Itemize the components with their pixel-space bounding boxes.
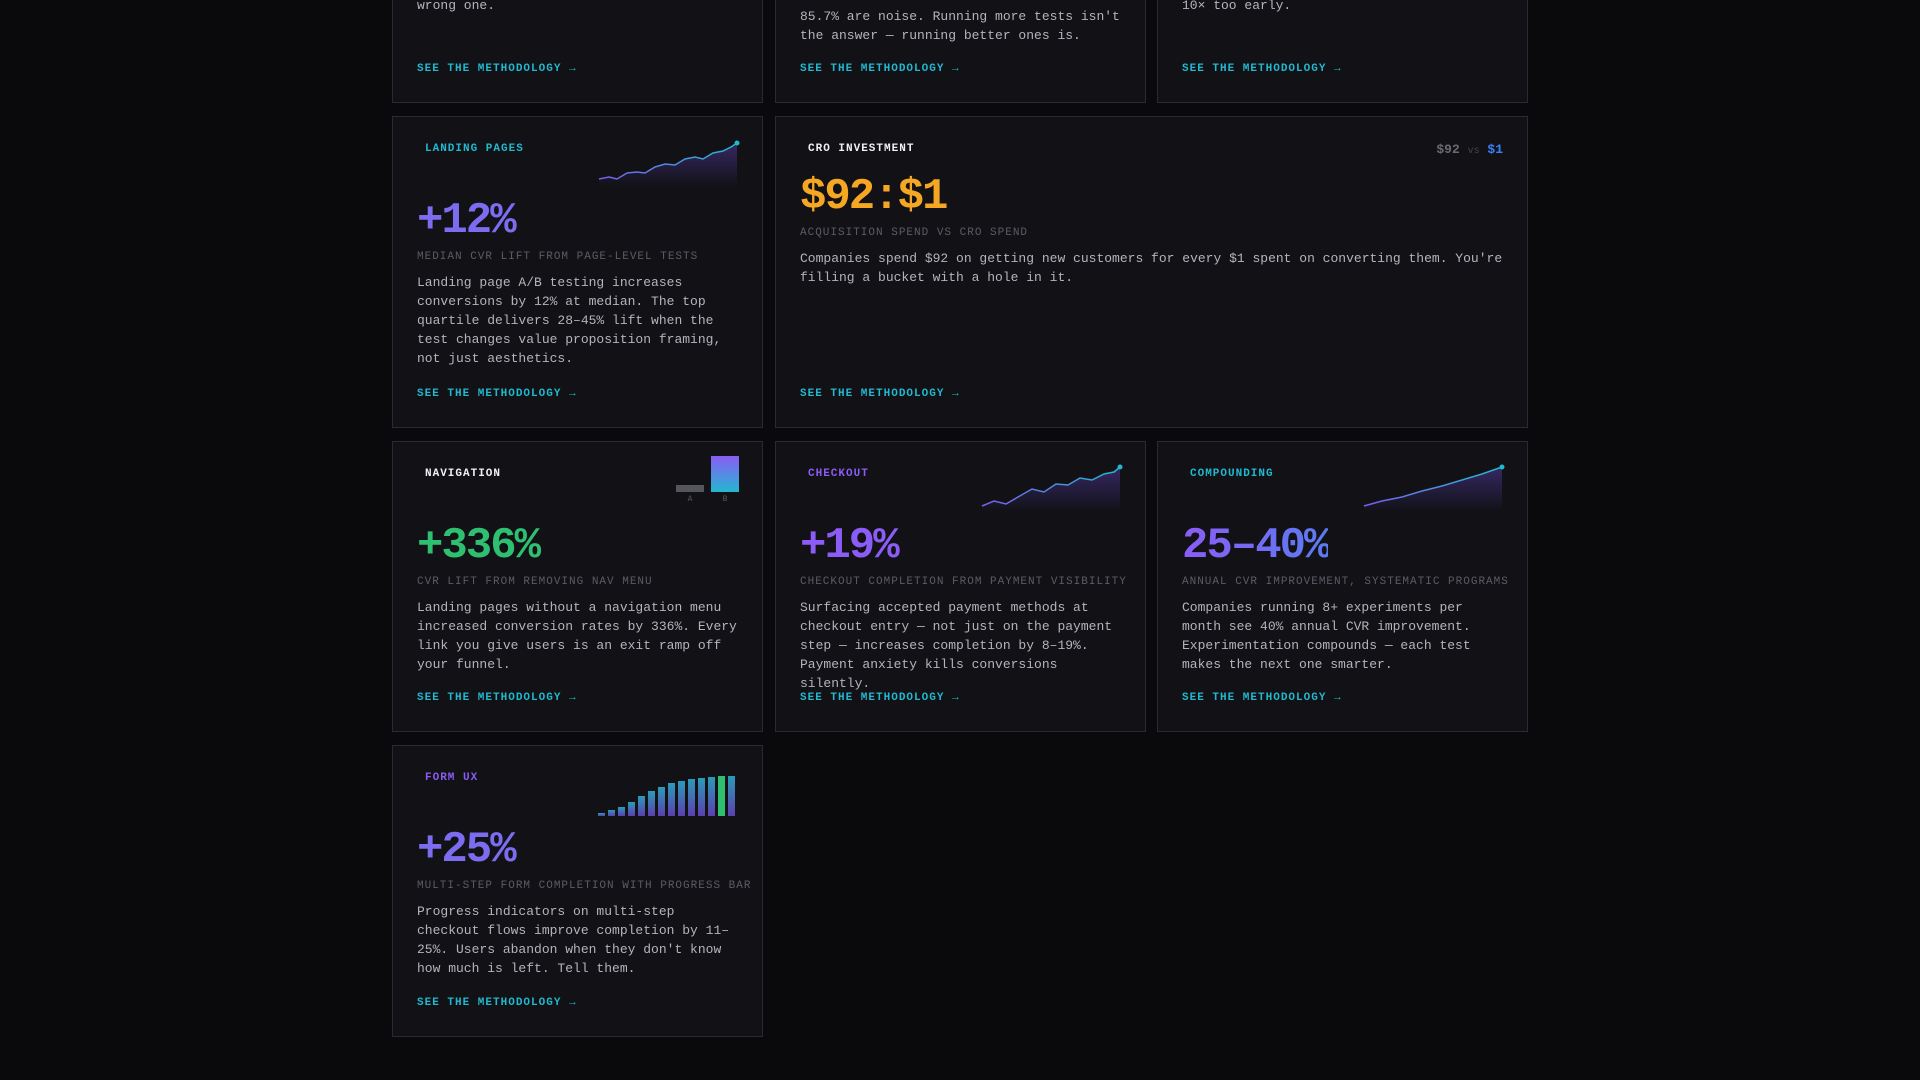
card: CHECKOUT +19% CHECKOUT COMPLETION FROM P… — [775, 441, 1146, 732]
card-stat: +12% — [417, 196, 517, 246]
card-tag: FORM UX — [425, 772, 479, 784]
card: LANDING PAGES +12% MEDIAN CVR LIFT FROM … — [392, 116, 763, 428]
bar-label: A — [687, 495, 693, 504]
card-caption: CHECKOUT COMPLETION FROM PAYMENT VISIBIL… — [800, 576, 1127, 588]
methodology-link[interactable]: SEE THE METHODOLOGY → — [800, 63, 960, 75]
card-stat: $92:$1 — [800, 172, 948, 222]
methodology-link[interactable]: SEE THE METHODOLOGY → — [417, 388, 577, 400]
card-body: Landing page A/B testing increases conve… — [417, 275, 722, 366]
ratio-right: $1 — [1487, 142, 1503, 157]
card: FORM UX +25% MULTI-STEP FORM COMPLETION … — [392, 745, 763, 1037]
card-stat: +25% — [417, 825, 517, 875]
card-body: 10× too early. — [1182, 0, 1292, 13]
bar-a — [676, 485, 704, 492]
methodology-link[interactable]: SEE THE METHODOLOGY → — [417, 997, 577, 1009]
card-body: Companies running 8+ experiments per mon… — [1182, 600, 1471, 672]
methodology-link[interactable]: SEE THE METHODOLOGY → — [1182, 63, 1342, 75]
card-caption: MULTI-STEP FORM COMPLETION WITH PROGRESS… — [417, 880, 752, 892]
card-tag: CHECKOUT — [808, 468, 869, 480]
sparkline — [598, 140, 740, 187]
card-tag: LANDING PAGES — [425, 143, 524, 155]
card-stat: +19% — [800, 521, 900, 571]
card-body: Companies spend $92 on getting new custo… — [800, 251, 1503, 285]
methodology-link[interactable]: SEE THE METHODOLOGY → — [417, 692, 577, 704]
card-caption: CVR LIFT FROM REMOVING NAV MENU — [417, 576, 653, 588]
card-body: Surfacing accepted payment methods at ch… — [800, 600, 1113, 691]
card-stat: 25–40% — [1182, 521, 1330, 571]
card: CRO INVESTMENT $92 vs $1 $92:$1 ACQUISIT… — [775, 116, 1528, 428]
methodology-link[interactable]: SEE THE METHODOLOGY → — [1182, 692, 1342, 704]
card-body: 85.7% are noise. Running more tests isn'… — [800, 9, 1120, 43]
methodology-link[interactable]: SEE THE METHODOLOGY → — [800, 692, 960, 704]
card: wrong one. SEE THE METHODOLOGY → — [392, 0, 763, 103]
sparkline — [1363, 464, 1505, 512]
card: 85.7% are noise. Running more tests isn'… — [775, 0, 1146, 103]
card-caption: MEDIAN CVR LIFT FROM PAGE-LEVEL TESTS — [417, 251, 699, 263]
card: COMPOUNDING 25–40% ANNUAL CVR IMPROVEMEN… — [1157, 441, 1528, 732]
card-tag: COMPOUNDING — [1190, 468, 1274, 480]
sparkline — [981, 464, 1123, 512]
ratio: $92 vs $1 — [1436, 142, 1503, 157]
card-tag: NAVIGATION — [425, 468, 502, 480]
card-body: Progress indicators on multi-step checko… — [417, 904, 730, 976]
card-body: wrong one. — [417, 0, 496, 13]
card-body: Landing pages without a navigation menu … — [417, 600, 737, 672]
bar-sparkline — [598, 776, 735, 816]
ratio-left: $92 — [1436, 142, 1460, 157]
card-stat: +336% — [417, 521, 541, 571]
card-caption: ACQUISITION SPEND VS CRO SPEND — [800, 227, 1029, 239]
methodology-link[interactable]: SEE THE METHODOLOGY → — [417, 63, 577, 75]
card-tag: CRO INVESTMENT — [808, 143, 915, 155]
card: NAVIGATION A B +336% CVR LIFT FROM REMOV… — [392, 441, 763, 732]
card-caption: ANNUAL CVR IMPROVEMENT, SYSTEMATIC PROGR… — [1182, 576, 1509, 588]
methodology-link[interactable]: SEE THE METHODOLOGY → — [800, 388, 960, 400]
ratio-vs: vs — [1467, 146, 1480, 157]
card: 10× too early. SEE THE METHODOLOGY → — [1157, 0, 1528, 103]
bar-label: B — [722, 495, 728, 504]
bar-b — [711, 456, 739, 492]
